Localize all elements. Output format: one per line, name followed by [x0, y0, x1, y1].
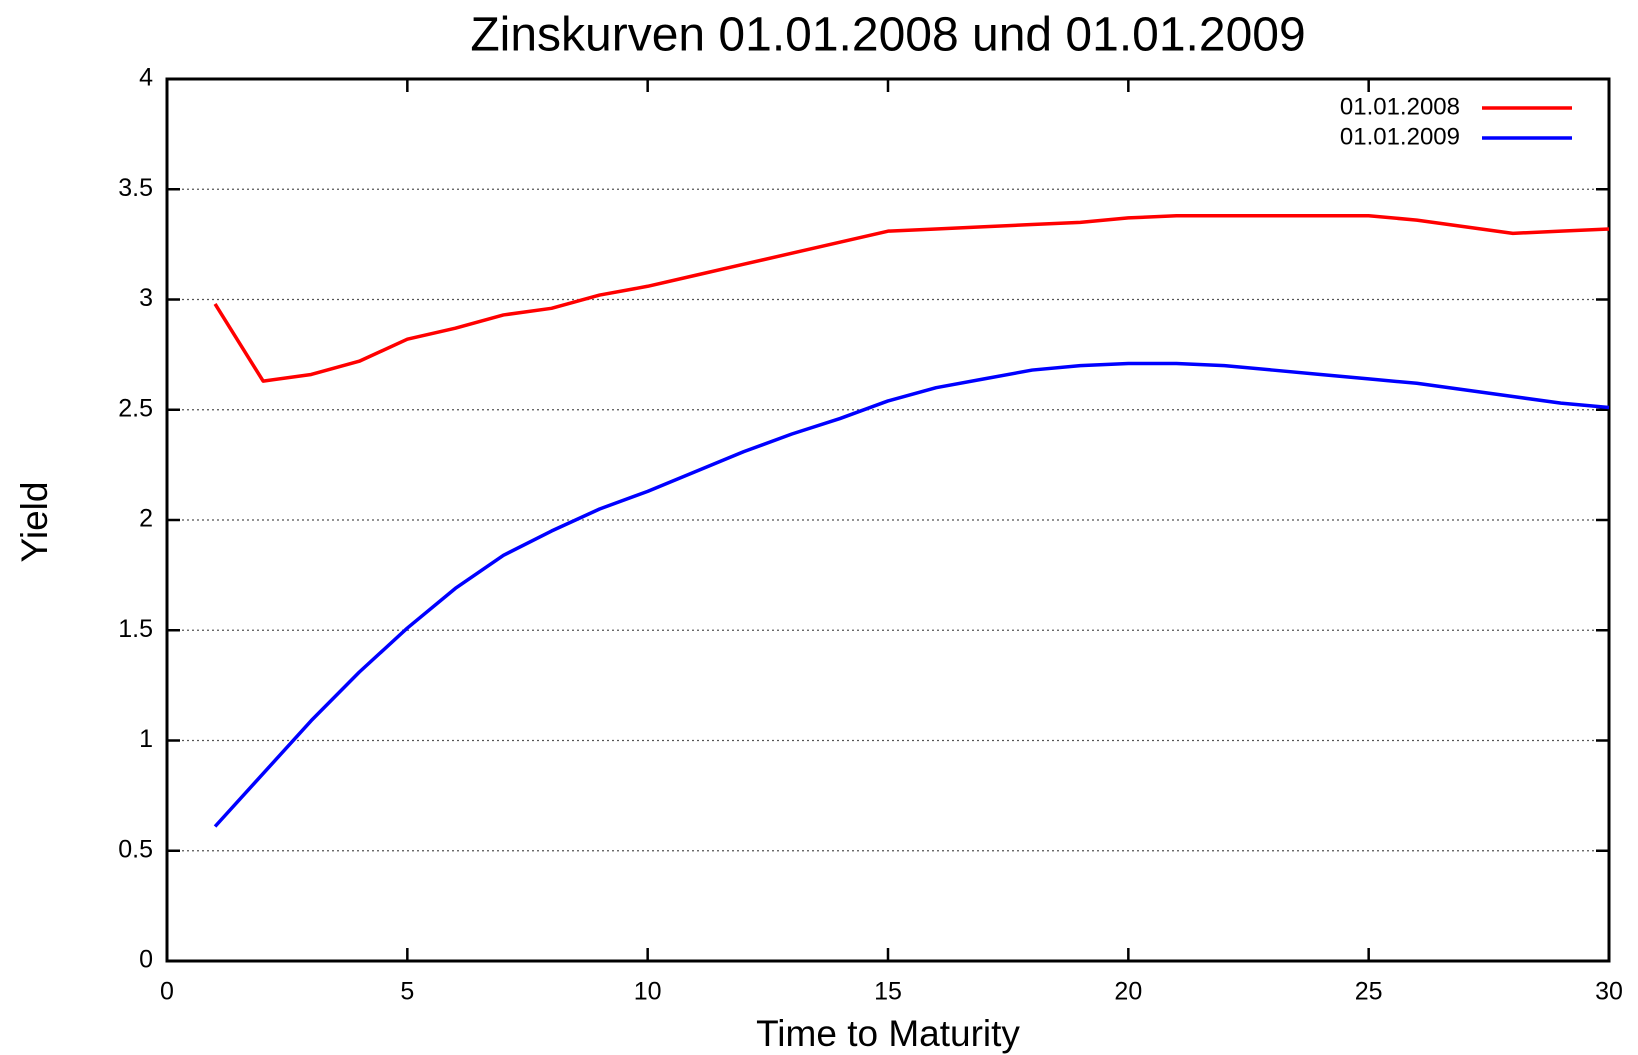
series-line: [213, 361, 1610, 828]
y-tick-label: 0.5: [118, 835, 153, 863]
plot-frame: [165, 77, 1611, 963]
legend-label: 01.01.2009: [1340, 123, 1460, 150]
chart-title: Zinskurven 01.01.2008 und 01.01.2009: [470, 9, 1305, 62]
y-tick-label: 2.5: [118, 394, 153, 422]
y-axis-label: Yield: [14, 482, 55, 563]
x-tick-label: 0: [160, 978, 174, 1006]
x-tick-label: 20: [1114, 978, 1142, 1006]
y-tick-label: 2: [139, 505, 153, 533]
x-tick-label: 10: [634, 978, 662, 1006]
y-tick-label: 3.5: [118, 174, 153, 202]
x-tick-label: 5: [400, 978, 414, 1006]
y-tick-label: 1.5: [118, 615, 153, 643]
y-tick-label: 4: [139, 64, 153, 92]
legend-label: 01.01.2008: [1340, 93, 1460, 120]
x-tick-label: 25: [1355, 978, 1383, 1006]
y-tick-label: 3: [139, 284, 153, 312]
x-tick-label: 30: [1595, 978, 1623, 1006]
y-tick-label: 0: [139, 946, 153, 974]
series-line: [213, 213, 1610, 383]
x-tick-label: 15: [874, 978, 902, 1006]
x-axis-label: Time to Maturity: [756, 1013, 1020, 1054]
y-tick-label: 1: [139, 725, 153, 753]
